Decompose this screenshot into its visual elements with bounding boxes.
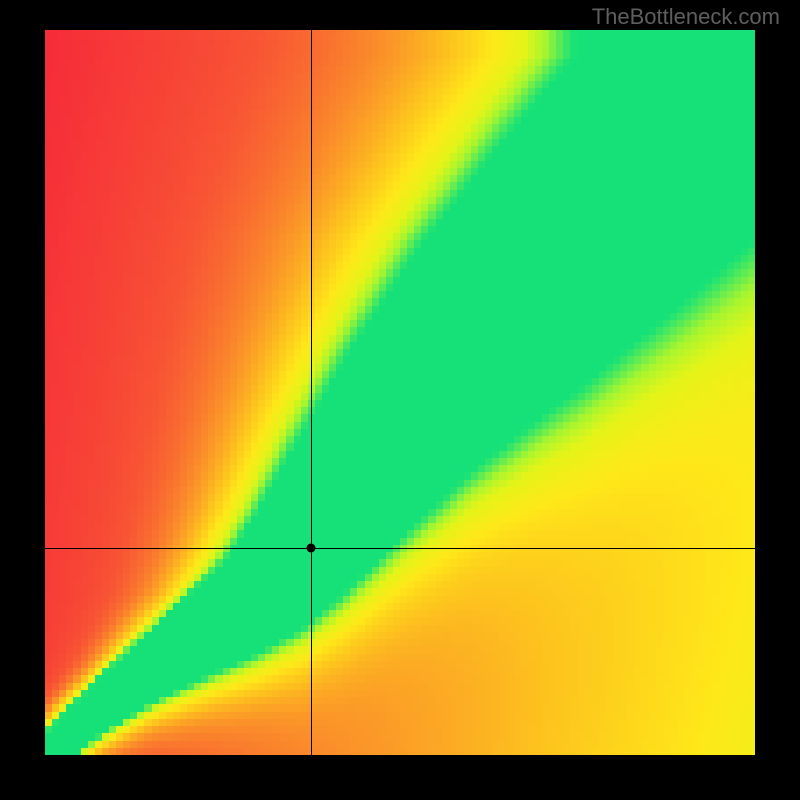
heatmap-plot — [45, 30, 755, 755]
heatmap-canvas — [45, 30, 755, 755]
crosshair-horizontal — [45, 548, 755, 549]
crosshair-vertical — [311, 30, 312, 755]
watermark-text: TheBottleneck.com — [592, 4, 780, 30]
crosshair-marker-dot — [307, 544, 316, 553]
chart-container: TheBottleneck.com — [0, 0, 800, 800]
